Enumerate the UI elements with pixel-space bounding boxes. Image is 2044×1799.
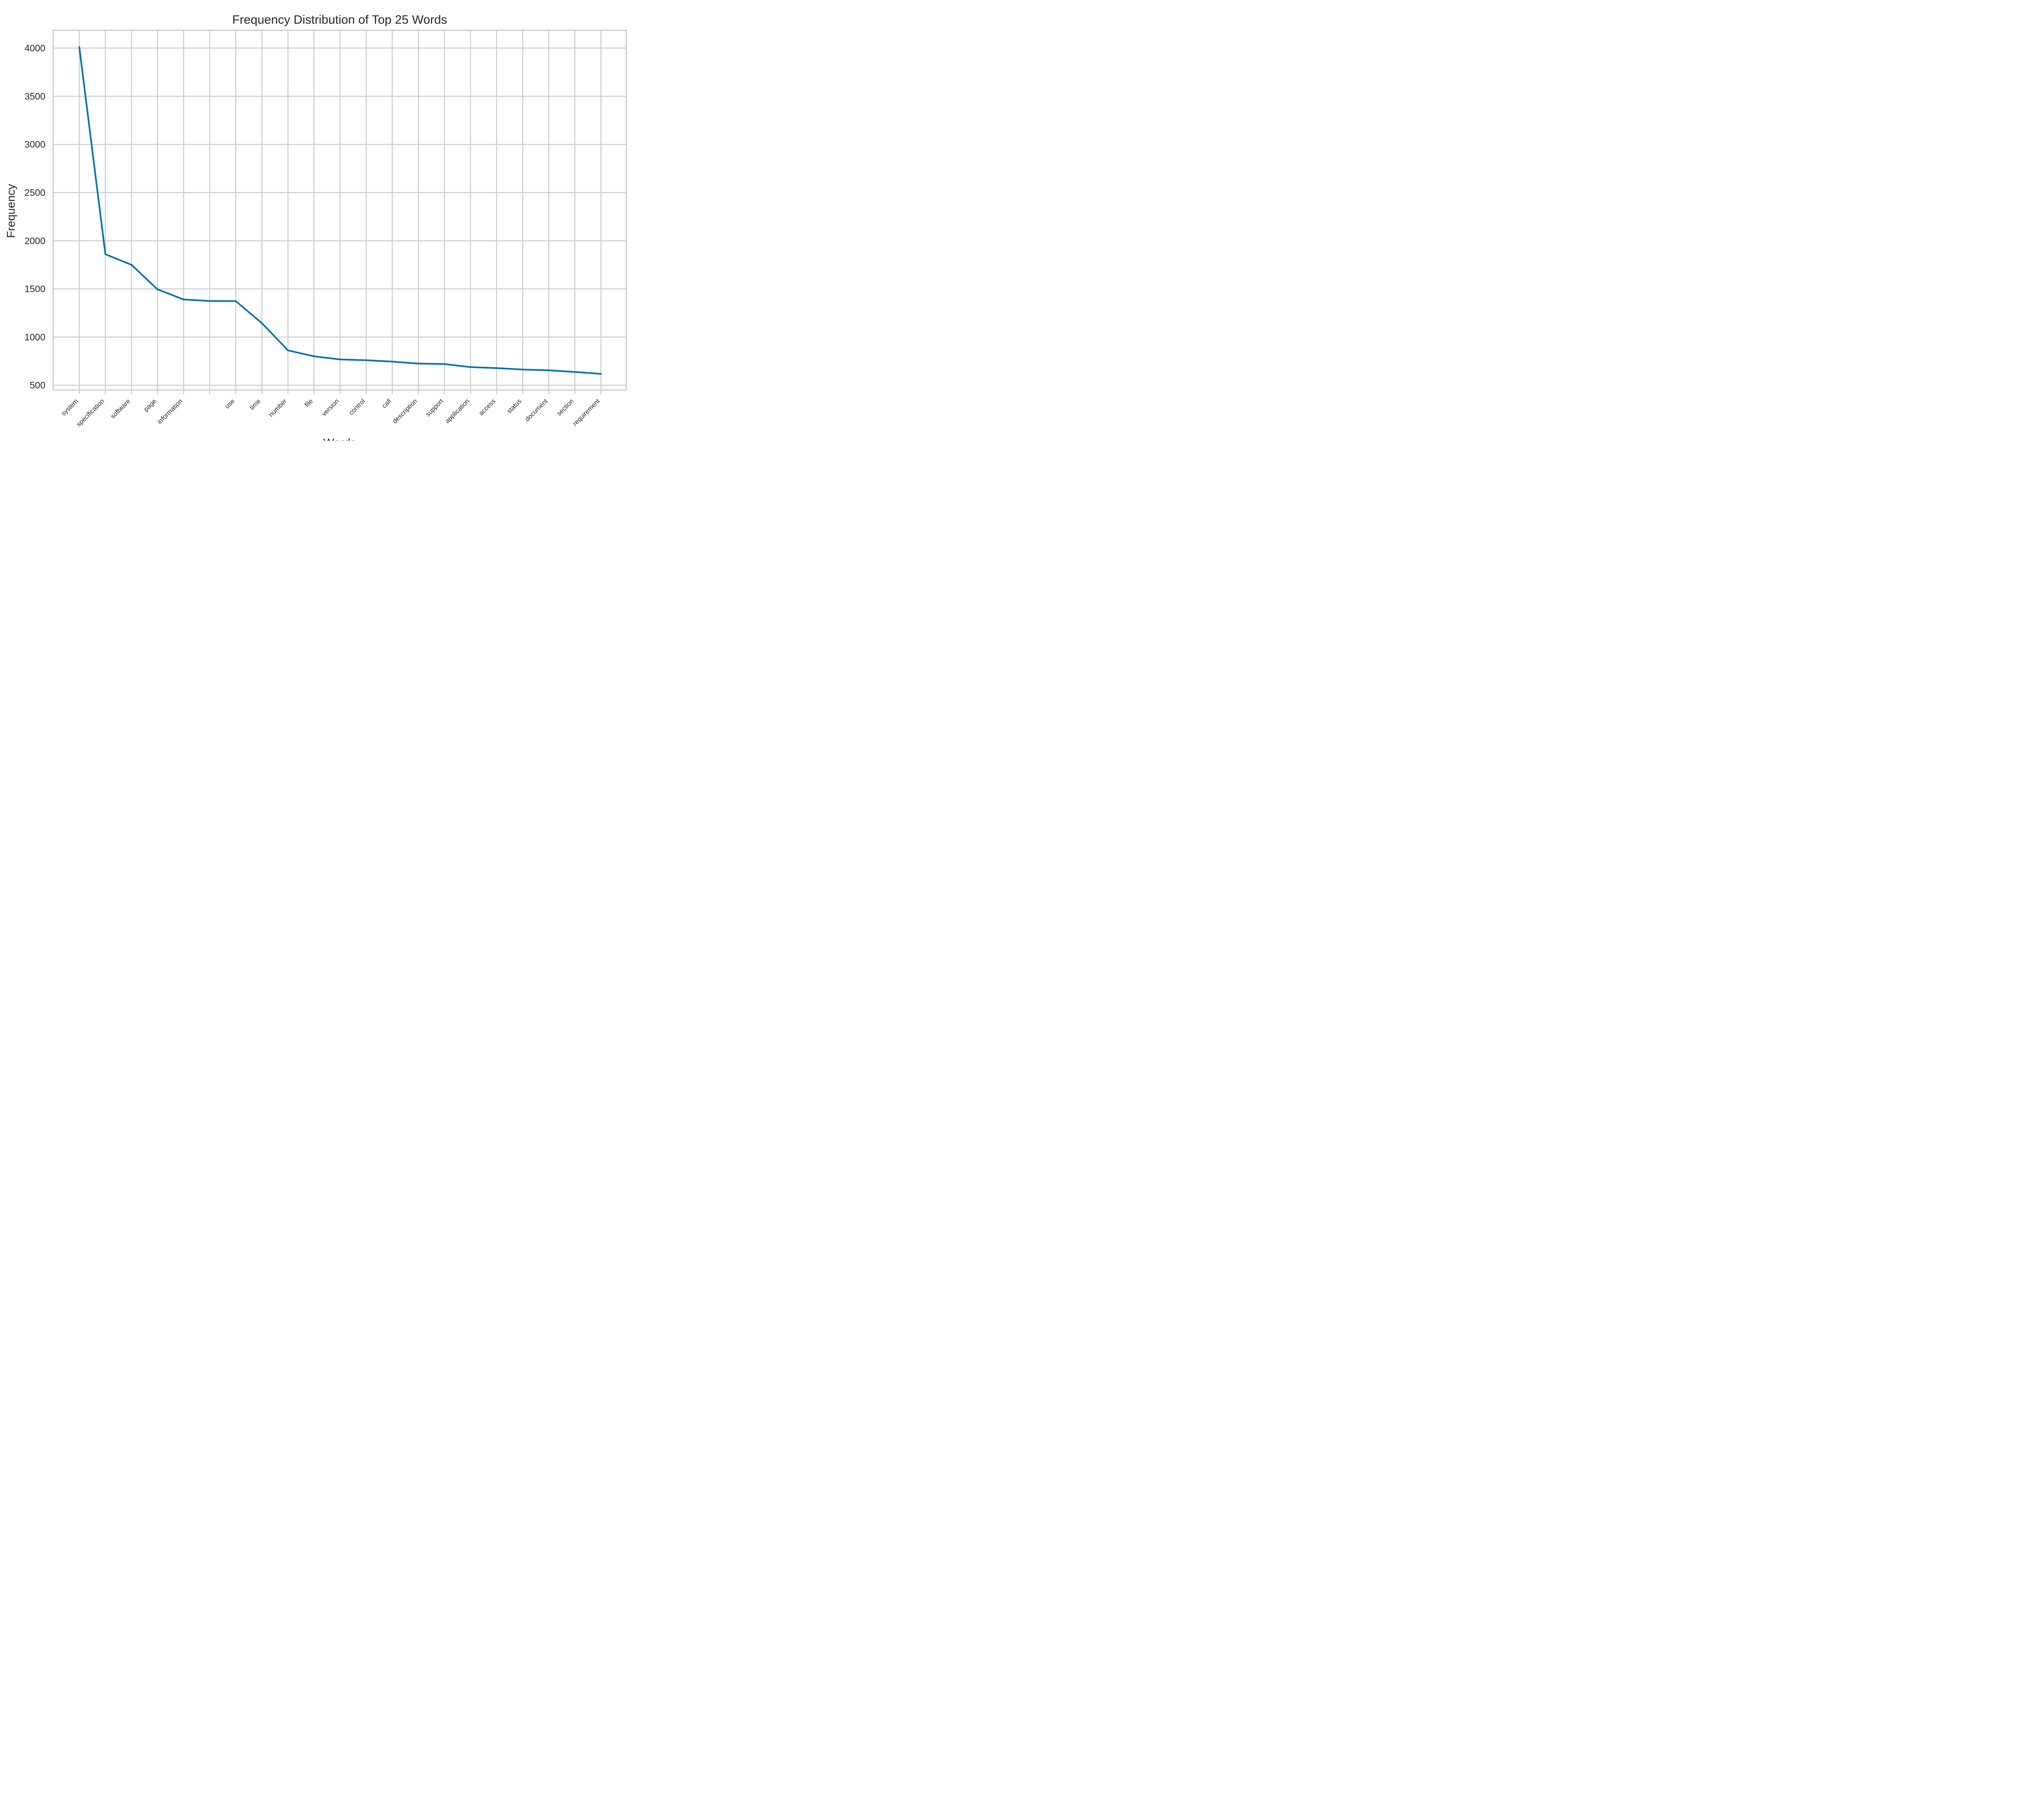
x-tick-label: application xyxy=(444,398,471,425)
data-point xyxy=(548,369,550,371)
x-tick-label: file xyxy=(304,398,315,409)
data-point xyxy=(313,355,315,357)
data-point xyxy=(391,361,393,363)
x-tick-label: version xyxy=(320,398,340,417)
data-point xyxy=(470,366,471,368)
x-tick-label: support xyxy=(424,397,445,418)
x-tick-label: access xyxy=(477,398,497,417)
data-point xyxy=(130,264,132,266)
data-point xyxy=(417,363,419,365)
x-tick-label: status xyxy=(506,398,523,415)
x-tick-label: use xyxy=(224,398,236,410)
x-tick-label: specification xyxy=(75,398,105,428)
y-tick-label: 3000 xyxy=(25,139,45,150)
x-tick-label: call xyxy=(381,398,392,410)
y-tick-label: 1000 xyxy=(25,332,45,342)
x-tick-label: document xyxy=(524,397,549,423)
x-tick-label: number xyxy=(268,397,289,418)
x-tick-label: information xyxy=(156,398,184,426)
data-point xyxy=(495,367,498,369)
y-tick-label: 1500 xyxy=(25,284,45,294)
chart: Frequency Distribution of Top 25 Words 5… xyxy=(0,0,641,441)
y-tick-label: 3500 xyxy=(25,91,45,101)
data-point xyxy=(365,359,367,361)
x-tick-label: control xyxy=(348,398,367,417)
data-point xyxy=(235,300,237,302)
data-point xyxy=(522,368,524,370)
x-tick-label: system xyxy=(60,398,80,417)
data-point xyxy=(444,363,446,365)
x-tick-label: software xyxy=(110,398,132,420)
plot-frame xyxy=(52,29,627,391)
data-point xyxy=(104,253,106,255)
y-tick-label: 500 xyxy=(30,380,45,390)
x-tick-label: requirement xyxy=(572,397,601,427)
data-point xyxy=(574,371,576,373)
y-axis-ticks: 500 1000 1500 2000 2500 3000 3500 4000 xyxy=(25,43,45,391)
data-point xyxy=(261,322,263,324)
data-point xyxy=(183,298,185,301)
data-point xyxy=(339,359,341,361)
y-axis-label: Frequency xyxy=(4,184,17,238)
x-tick-label: description xyxy=(391,398,419,425)
grid xyxy=(53,30,626,390)
data-point xyxy=(157,288,159,290)
data-point xyxy=(78,46,80,48)
data-point xyxy=(287,349,289,351)
x-tick-label: section xyxy=(556,398,575,417)
y-tick-label: 2500 xyxy=(25,187,45,198)
y-tick-label: 2000 xyxy=(25,236,45,246)
x-tick-label: page xyxy=(143,398,158,413)
data-point xyxy=(209,300,211,302)
x-axis-label: Words xyxy=(323,436,356,441)
series xyxy=(78,46,602,375)
data-point xyxy=(600,373,602,375)
chart-title: Frequency Distribution of Top 25 Words xyxy=(232,13,447,27)
line-chart: Frequency Distribution of Top 25 Words 5… xyxy=(4,13,627,441)
x-tick-label: time xyxy=(249,398,262,411)
y-tick-label: 4000 xyxy=(25,43,45,54)
